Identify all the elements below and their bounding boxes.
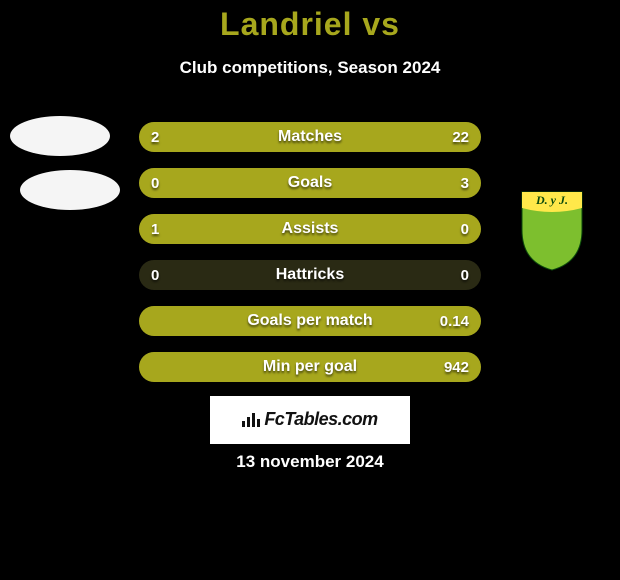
stat-bars: Matches222 Goals03 Assists10 Hattricks0 0 Goa… [139,122,481,398]
bar-fill-right [166,122,481,152]
bars-icon [242,411,260,432]
page-subtitle: Club competitions, Season 2024 [0,58,620,78]
stat-row-hattricks: Hattricks0 0 [139,260,481,290]
page-title: Landriel vs [0,6,620,43]
bar-fill-left [139,214,481,244]
stat-row-assists: Assists10 [139,214,481,244]
stat-row-goals-per-match: Goals per match0.14 [139,306,481,336]
footer-logo: FcTables.com [242,409,377,432]
bar-value-left: 0 [151,260,159,290]
stat-row-matches: Matches222 [139,122,481,152]
bar-fill-left [139,122,166,152]
footer-date: 13 november 2024 [0,452,620,472]
comparison-canvas: Landriel vs Club competitions, Season 20… [0,0,620,580]
player-avatar-left-2 [20,170,120,210]
footer-logo-text: FcTables.com [264,409,377,429]
bar-value-right: 0 [461,260,469,290]
bar-label: Hattricks [139,260,481,290]
bar-fill-right [139,306,481,336]
footer-logo-box: FcTables.com [210,396,410,444]
stat-row-goals: Goals03 [139,168,481,198]
bar-fill-right [139,352,481,382]
stat-row-min-per-goal: Min per goal942 [139,352,481,382]
bar-fill-right [139,168,481,198]
player-avatar-left-1 [10,116,110,156]
shield-icon: D. y J. [504,178,600,274]
club-badge-right: D. y J. [504,178,600,274]
shield-text: D. y J. [535,193,568,207]
